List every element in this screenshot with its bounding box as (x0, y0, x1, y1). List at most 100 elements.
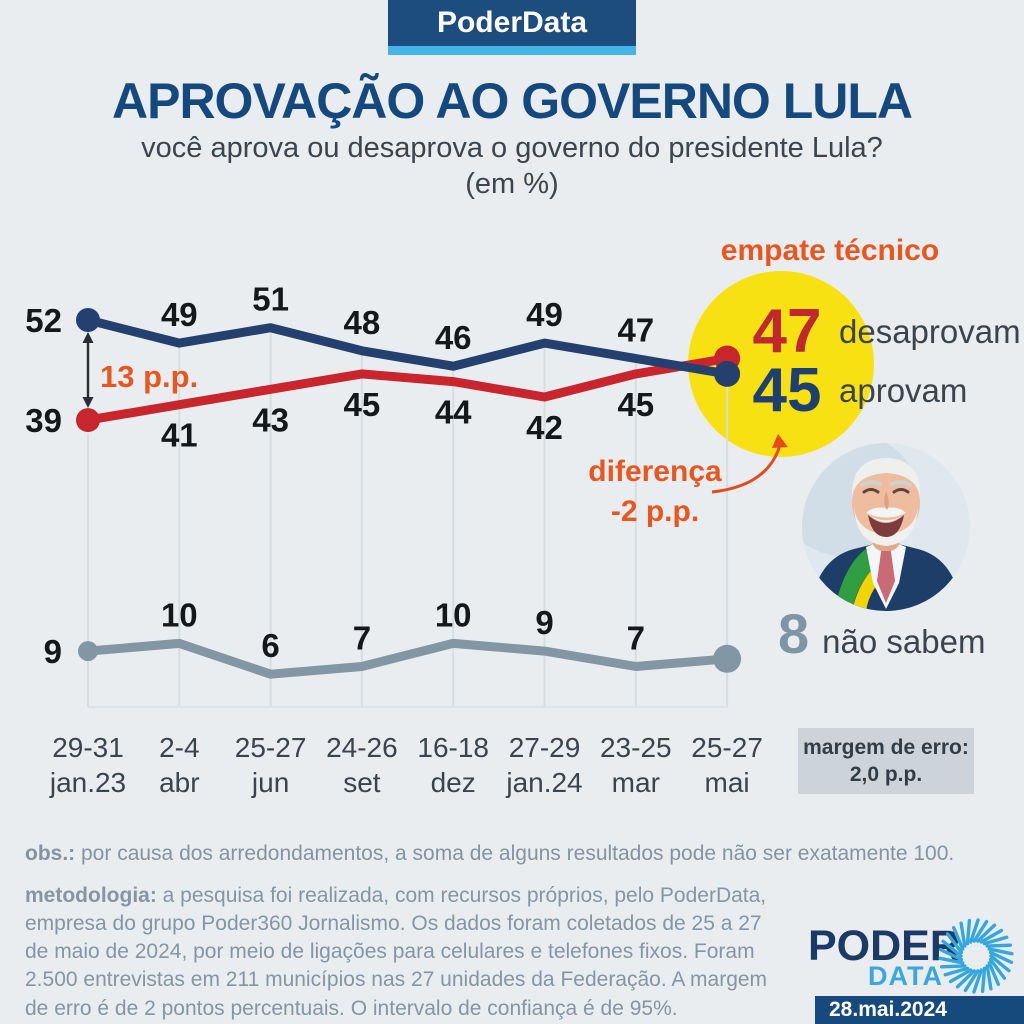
sunburst-ray (987, 961, 1000, 986)
sunburst-ray (987, 947, 1014, 956)
logo-poder-text: PODER (808, 922, 961, 970)
difference-word: diferença (588, 455, 722, 488)
final-desaprovam-label: desaprovam (839, 313, 1021, 350)
sunburst-ray (963, 969, 980, 993)
lula-portrait-photo (802, 443, 970, 611)
sunburst-ray (980, 966, 987, 994)
publication-date-badge: 28.mai.2024 (815, 996, 1024, 1024)
value-label: 49 (526, 296, 563, 333)
sunburst-ray (985, 964, 993, 991)
poder360-sunburst-icon (938, 918, 1014, 994)
series-line-não-sabem (83, 638, 732, 679)
brand-name: PoderData (436, 6, 588, 39)
page-subtitle: você aprova ou desaprova o governo do pr… (141, 132, 883, 164)
obs-note: obs.: por causa dos arredondamentos, a s… (25, 840, 1000, 867)
final-desaprovam-row: 47 desaprovam (745, 301, 1021, 363)
methodology-label: metodologia: (25, 884, 157, 907)
series-line-desaprovam (83, 354, 732, 425)
value-label: 7 (353, 620, 371, 657)
final-aprovam-label: aprovam (839, 372, 968, 409)
sunburst-ray (945, 932, 964, 955)
difference-value: -2 p.p. (610, 494, 700, 528)
value-labels: 52 49 51 48 46 49 47 39 41 43 45 44 42 45 9 10 6 7 10 9 7 (25, 281, 654, 670)
value-label: 48 (344, 304, 381, 341)
sunburst-ray (938, 956, 965, 965)
x-axis-label-month: jun (251, 767, 289, 798)
first-point-desaprovam (76, 408, 100, 433)
x-axis-label-period: 25-27 (235, 732, 307, 763)
x-axis-label-month: dez (431, 767, 476, 798)
value-label: 7 (627, 620, 645, 657)
final-nao-sabem-row: 8 não sabem (778, 606, 985, 662)
margin-of-error-value: 2,0 p.p. (849, 763, 923, 786)
x-axis-label-period: 23-25 (600, 732, 672, 763)
sunburst-ray (943, 966, 970, 977)
obs-text: por causa dos arredondamentos, a soma de… (75, 842, 955, 865)
sunburst-ray (959, 921, 967, 948)
value-label: 49 (161, 296, 198, 333)
series-line-aprovam (83, 315, 732, 379)
final-nao-sabem-value: 8 (778, 602, 810, 665)
value-label: 52 (25, 302, 62, 339)
final-desaprovam-value: 47 (752, 297, 822, 366)
page-title: APROVAÇÃO AO GOVERNO LULA (111, 73, 913, 129)
value-label: 10 (435, 596, 472, 633)
value-label: 10 (161, 596, 198, 633)
x-axis-labels: 29-31 jan.23 2-4 abr 25-27 jun 24-26 set 16-18 de… (49, 732, 763, 798)
series-markers (76, 308, 742, 673)
x-axis-label-period: 2-4 (159, 732, 199, 763)
value-label: 46 (435, 319, 472, 356)
sunburst-ray (972, 919, 989, 943)
final-nao-sabem-label: não sabem (822, 623, 986, 660)
sunburst-ray (968, 918, 980, 944)
value-label: 39 (25, 402, 62, 439)
value-label: 45 (617, 386, 654, 423)
value-label: 51 (252, 281, 289, 318)
empate-tecnico-label: empate técnico (720, 234, 940, 267)
series-lines (83, 315, 732, 679)
last-point-não-sabem (713, 644, 742, 673)
difference-annotation: diferença -2 p.p. (565, 452, 745, 531)
final-aprovam-row: 45 aprovam (745, 360, 968, 422)
obs-label: obs.: (25, 842, 76, 865)
x-axis-label-month: abr (159, 767, 199, 798)
methodology-note: metodologia: a pesquisa foi realizada, c… (25, 882, 782, 1023)
x-axis-label-month: mar (612, 767, 660, 798)
sunburst-ray (941, 939, 963, 958)
unit-note: (em %) (465, 168, 559, 200)
x-axis-label-month: mai (705, 767, 750, 798)
gap-label: 13 p.p. (100, 359, 198, 394)
sunburst-ray (985, 943, 1013, 948)
sunburst-ray (982, 935, 1009, 946)
sunburst-ray (948, 968, 973, 984)
x-axis-label-period: 25-27 (691, 732, 763, 763)
sunburst-ray (938, 947, 964, 962)
x-axis-label-period: 16-18 (417, 732, 489, 763)
methodology-text: a pesquisa foi realizada, com recursos p… (25, 884, 768, 1020)
value-label: 9 (44, 633, 62, 670)
value-label: 9 (535, 604, 553, 641)
last-point-aprovam (714, 360, 741, 387)
x-axis-label-month: jan.23 (49, 767, 126, 798)
margin-of-error-title: margem de erro: (803, 735, 969, 759)
sunburst-ray (965, 918, 972, 946)
value-label: 47 (617, 312, 654, 349)
value-label: 42 (526, 409, 563, 446)
highlight-circle (688, 271, 874, 457)
sunburst-ray (952, 926, 965, 951)
x-axis-label-period: 29-31 (52, 732, 124, 763)
gap-arrow (82, 332, 94, 408)
value-label: 43 (252, 401, 289, 438)
margin-of-error-badge: margem de erro: 2,0 p.p. (798, 728, 974, 794)
sunburst-ray (989, 954, 1011, 973)
brand-badge: PoderData (388, 0, 636, 46)
value-label: 41 (161, 417, 198, 454)
value-label: 44 (435, 394, 472, 431)
sunburst-ray (979, 928, 1004, 944)
logo-data-text: DATA (868, 961, 943, 991)
sunburst-ray (939, 964, 967, 969)
x-axis-label-period: 24-26 (326, 732, 398, 763)
sunburst-ray (972, 968, 984, 994)
